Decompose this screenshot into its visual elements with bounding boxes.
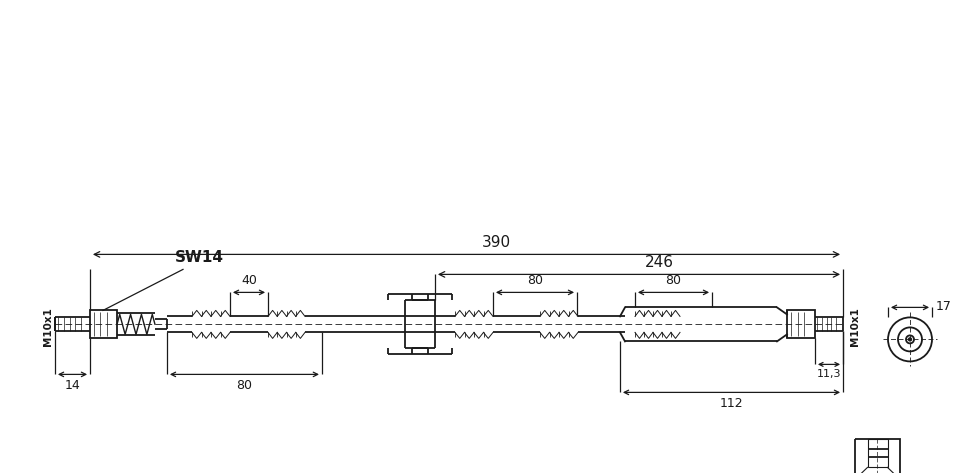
Bar xyxy=(855,439,900,473)
Bar xyxy=(90,310,117,338)
Bar xyxy=(867,439,888,467)
Text: 390: 390 xyxy=(482,236,511,250)
Text: 83.7788-0409.3: 83.7788-0409.3 xyxy=(213,10,532,44)
Text: 246: 246 xyxy=(645,255,673,271)
Text: 11,3: 11,3 xyxy=(817,369,842,379)
Text: 14: 14 xyxy=(65,379,80,393)
Text: 80: 80 xyxy=(527,274,543,288)
Text: 80: 80 xyxy=(665,274,681,288)
Text: 80: 80 xyxy=(236,379,253,393)
Bar xyxy=(787,310,815,338)
Text: M10x1: M10x1 xyxy=(850,307,860,346)
Text: 40: 40 xyxy=(241,274,257,288)
Text: 112: 112 xyxy=(719,397,743,411)
Text: 17: 17 xyxy=(936,300,952,313)
Text: SW14: SW14 xyxy=(175,250,224,265)
Circle shape xyxy=(908,338,911,341)
Text: M10x1: M10x1 xyxy=(43,307,53,346)
Text: 330981: 330981 xyxy=(562,10,712,44)
